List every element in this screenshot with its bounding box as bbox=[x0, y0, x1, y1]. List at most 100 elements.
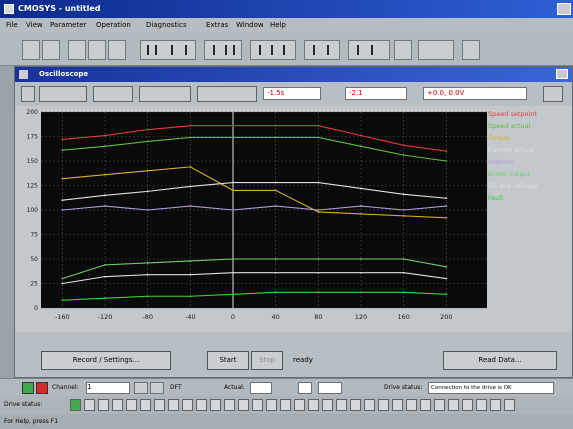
io-led bbox=[140, 399, 151, 411]
close-icon[interactable] bbox=[557, 3, 571, 15]
data-point bbox=[402, 258, 405, 260]
y-tick-label: 50 bbox=[30, 256, 38, 263]
io-status-bar: Drive status: bbox=[0, 396, 573, 414]
scope-button-group-4[interactable] bbox=[197, 86, 257, 102]
legend-entry[interactable]: Position bbox=[488, 158, 572, 170]
toolbar-group-trace[interactable] bbox=[348, 40, 390, 60]
drive-on-icon[interactable] bbox=[22, 382, 34, 394]
menu-help[interactable]: Help bbox=[270, 21, 286, 29]
cursor-readout-1: -1.5s bbox=[263, 87, 321, 100]
data-point bbox=[274, 181, 277, 184]
data-point bbox=[402, 291, 405, 294]
drive-off-icon[interactable] bbox=[36, 382, 48, 394]
data-point bbox=[402, 193, 405, 196]
data-point bbox=[146, 169, 149, 172]
data-point bbox=[61, 282, 64, 285]
data-point bbox=[189, 136, 192, 139]
channel-field[interactable]: 1 bbox=[86, 382, 130, 394]
data-point bbox=[445, 197, 448, 200]
data-point bbox=[146, 209, 149, 211]
legend-label: Speed actual bbox=[488, 122, 531, 130]
scope-window-icon bbox=[19, 70, 28, 79]
toolbar-button-help[interactable] bbox=[462, 40, 480, 60]
cursor-readout-2: -2.1 bbox=[345, 87, 407, 100]
toolbar-button-print[interactable] bbox=[88, 40, 106, 60]
legend-entry[interactable]: Current actual bbox=[488, 146, 572, 158]
menu-file[interactable]: File bbox=[6, 21, 18, 29]
toolbar-button-new[interactable] bbox=[22, 40, 40, 60]
toolbar-group-measure[interactable] bbox=[304, 40, 340, 60]
channel-down-button[interactable] bbox=[150, 382, 164, 394]
data-point bbox=[317, 211, 320, 213]
legend-entry[interactable]: Speed setpoint bbox=[488, 110, 572, 122]
data-point bbox=[274, 136, 277, 139]
scope-settings-button[interactable] bbox=[543, 86, 563, 102]
legend-entry[interactable]: Fault bbox=[488, 194, 572, 206]
toolbar-group-scope[interactable] bbox=[140, 40, 196, 60]
y-tick-label: 125 bbox=[27, 183, 39, 190]
menu-view[interactable]: View bbox=[26, 21, 43, 29]
actual-field-1[interactable] bbox=[250, 382, 272, 394]
actual-field-2[interactable] bbox=[298, 382, 312, 394]
channel-up-button[interactable] bbox=[134, 382, 148, 394]
toolbar-button-open[interactable] bbox=[42, 40, 60, 60]
menu-parameter[interactable]: Parameter bbox=[50, 21, 87, 29]
record-settings-button[interactable]: Record / Settings... bbox=[41, 351, 171, 370]
menu-window[interactable]: Window bbox=[236, 21, 264, 29]
menu-extras[interactable]: Extras bbox=[206, 21, 229, 29]
actual-field-3[interactable] bbox=[318, 382, 342, 394]
toolbar-button-zoom[interactable] bbox=[394, 40, 412, 60]
io-led bbox=[266, 399, 277, 411]
menu-operation[interactable]: Operation bbox=[96, 21, 131, 29]
data-point bbox=[402, 144, 405, 147]
toolbar-group-chart[interactable] bbox=[204, 40, 242, 60]
scope-button-group-1[interactable] bbox=[39, 86, 87, 102]
oscilloscope-window: Oscilloscope -1.5s -2.1 +0.0, 0.0V -160-… bbox=[14, 66, 573, 378]
data-point bbox=[274, 205, 277, 207]
toolbar-button-save[interactable] bbox=[68, 40, 86, 60]
io-led bbox=[84, 399, 95, 411]
data-point bbox=[360, 291, 362, 294]
drive-status-bar: Channel: 1 DFT Actual: Drive status: Con… bbox=[0, 378, 573, 396]
menu-diagnostics[interactable]: Diagnostics bbox=[146, 21, 187, 29]
child-close-icon[interactable] bbox=[556, 69, 568, 79]
scope-chart[interactable]: -160 -120 -80 -40 0 40 80 120 160 200 200 175 150 125… bbox=[15, 106, 489, 332]
help-hint: For Help, press F1 bbox=[4, 418, 59, 425]
data-point bbox=[317, 136, 320, 139]
scope-button-a[interactable] bbox=[21, 86, 35, 102]
legend-entry[interactable]: Torque bbox=[488, 134, 572, 146]
data-point bbox=[104, 297, 106, 300]
io-led bbox=[154, 399, 165, 411]
scope-button-group-3[interactable] bbox=[139, 86, 191, 102]
io-led bbox=[378, 399, 389, 411]
dft-label: DFT bbox=[170, 384, 182, 391]
io-led bbox=[420, 399, 431, 411]
toolbar-group-table[interactable] bbox=[250, 40, 296, 60]
legend-entry[interactable]: Brake output bbox=[488, 170, 572, 182]
series-line-2 bbox=[62, 136, 447, 162]
start-button[interactable]: Start bbox=[207, 351, 249, 370]
data-point bbox=[360, 271, 362, 274]
data-point bbox=[61, 277, 64, 280]
toolbar-button-window[interactable] bbox=[418, 40, 454, 60]
io-led bbox=[364, 399, 375, 411]
x-tick-label: 80 bbox=[314, 313, 322, 321]
io-led bbox=[490, 399, 501, 411]
x-tick-label: -80 bbox=[142, 313, 153, 321]
data-point bbox=[189, 273, 192, 276]
help-status-bar: For Help, press F1 bbox=[0, 414, 573, 429]
scope-button-group-2[interactable] bbox=[93, 86, 133, 102]
legend-entry[interactable]: DC link voltage bbox=[488, 182, 572, 194]
data-point bbox=[445, 160, 448, 162]
app-icon bbox=[4, 4, 14, 14]
read-data-button[interactable]: Read Data... bbox=[443, 351, 557, 370]
stop-button[interactable]: Stop bbox=[251, 351, 283, 370]
legend-entry[interactable]: Speed actual bbox=[488, 122, 572, 134]
data-point bbox=[232, 124, 234, 127]
legend-label: Current actual bbox=[488, 146, 535, 154]
io-led bbox=[406, 399, 417, 411]
data-point bbox=[189, 124, 192, 127]
toolbar-button-cut[interactable] bbox=[108, 40, 126, 60]
io-led bbox=[210, 399, 221, 411]
io-led bbox=[308, 399, 319, 411]
